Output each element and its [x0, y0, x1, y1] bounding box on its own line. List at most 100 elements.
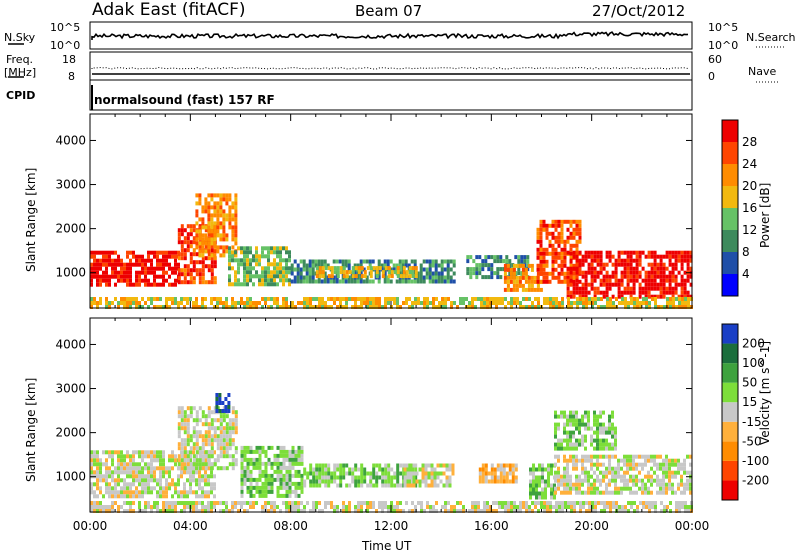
power-cell [560, 263, 564, 268]
power-cell [596, 290, 600, 295]
velocity-cell [430, 463, 434, 468]
velocity-cell [490, 475, 494, 480]
power-cell [347, 267, 351, 272]
velocity-cell [405, 501, 408, 505]
velocity-cell [183, 501, 186, 505]
velocity-cell [632, 454, 635, 459]
power-cell [168, 274, 171, 279]
power-cell [614, 282, 618, 287]
velocity-cell [669, 509, 672, 513]
power-cell [375, 297, 378, 301]
velocity-cell [493, 475, 497, 480]
power-cell [111, 262, 114, 267]
power-cell [557, 219, 561, 224]
power-cell [599, 270, 603, 275]
power-cell [207, 280, 211, 285]
velocity-cell [483, 501, 486, 505]
velocity-cell [135, 490, 138, 495]
velocity-cell [240, 501, 243, 505]
power-cell [327, 305, 330, 309]
power-cell [288, 250, 291, 255]
power-cell [314, 263, 318, 268]
power-cell [689, 266, 693, 271]
velocity-cell [234, 450, 238, 455]
power-cell [499, 267, 503, 272]
velocity-cell [198, 474, 201, 479]
velocity-cell [563, 466, 566, 471]
power-cell [513, 297, 516, 301]
power-cell [282, 278, 285, 283]
velocity-cell [366, 483, 370, 488]
power-cell [647, 290, 651, 295]
power-cell [129, 278, 132, 283]
velocity-cell [105, 490, 108, 495]
power-cell [189, 276, 193, 281]
velocity-cell [276, 465, 280, 470]
velocity-cell [436, 471, 440, 476]
velocity-cell [638, 486, 641, 491]
velocity-cell [306, 501, 309, 505]
power-cell [623, 290, 627, 295]
power-cell [594, 301, 597, 305]
power-cell [96, 301, 99, 305]
velocity-cell [569, 490, 572, 495]
freq-label: Freq. [6, 53, 34, 66]
power-cell [585, 301, 588, 305]
power-cell [369, 301, 372, 305]
velocity-cell [499, 479, 503, 484]
velocity-cell [648, 509, 651, 513]
power-cell [201, 297, 204, 301]
velocity-cell [514, 463, 518, 468]
power-cell [629, 286, 633, 291]
velocity-cell [621, 509, 624, 513]
velocity-cell [234, 430, 238, 435]
power-cell [279, 250, 282, 255]
velocity-cell [291, 509, 294, 513]
velocity-cell [231, 426, 235, 431]
velocity-cell [656, 454, 659, 459]
velocity-cell [225, 454, 229, 459]
power-cell [333, 301, 336, 305]
power-cell [686, 258, 690, 263]
power-cell [296, 279, 300, 284]
velocity-cell [588, 501, 591, 505]
power-cell [279, 266, 282, 271]
velocity-cell [303, 471, 307, 476]
power-cell [629, 290, 633, 295]
velocity-cell [234, 505, 237, 509]
velocity-cell [593, 486, 596, 491]
power-cell [261, 270, 264, 275]
velocity-cell [210, 434, 214, 439]
velocity-cell [567, 505, 570, 509]
velocity-cell [665, 454, 668, 459]
velocity-cell [569, 418, 572, 423]
velocity-cell [563, 422, 566, 427]
velocity-cell [608, 454, 611, 459]
power-cell [563, 271, 567, 276]
velocity-cell [651, 501, 654, 505]
power-cell [566, 250, 570, 255]
velocity-cell [602, 490, 605, 495]
power-cell [642, 301, 645, 305]
power-cell [129, 258, 132, 263]
power-cell [189, 297, 192, 301]
power-cell [138, 270, 141, 275]
power-cell [299, 279, 303, 284]
velocity-cell [303, 509, 306, 513]
velocity-cell [451, 467, 455, 472]
velocity-cell [90, 462, 93, 467]
power-cell [440, 279, 444, 284]
velocity-cell [234, 462, 238, 467]
power-cell [422, 275, 426, 280]
velocity-cell [147, 505, 150, 509]
power-cell [177, 305, 180, 309]
velocity-cell [240, 457, 244, 462]
power-cell [99, 278, 102, 283]
power-cell [443, 275, 447, 280]
velocity-cell [300, 473, 304, 478]
power-cell [171, 270, 174, 275]
power-cell [605, 282, 609, 287]
power-cell [135, 258, 138, 263]
velocity-cell [108, 486, 111, 491]
velocity-cell [514, 475, 518, 480]
